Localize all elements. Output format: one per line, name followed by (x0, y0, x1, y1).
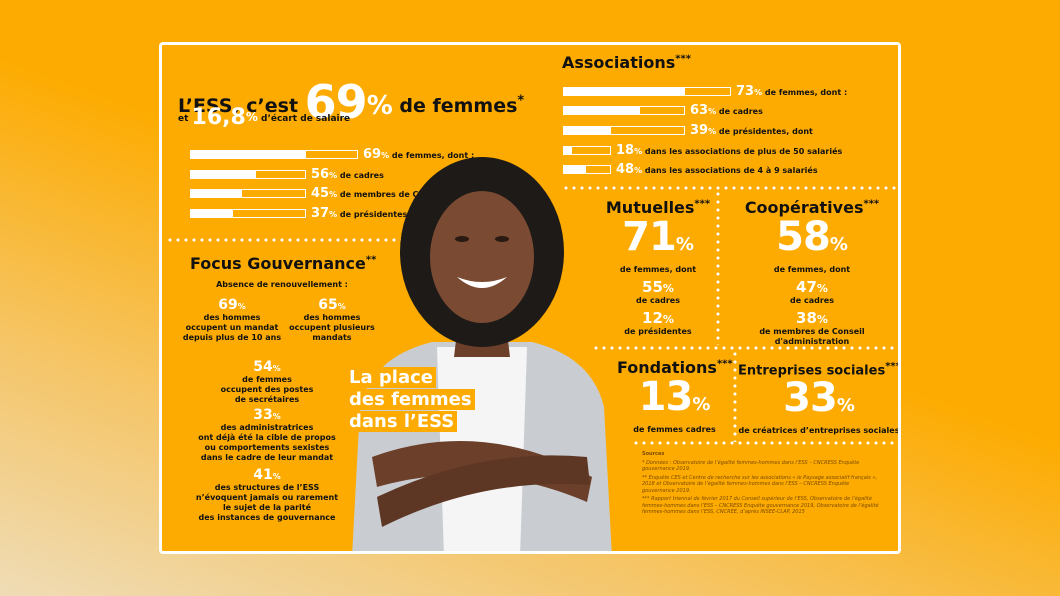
bar (190, 208, 306, 218)
dotted-divider (166, 238, 416, 242)
bar (190, 149, 358, 159)
associations-title: Associations*** (562, 53, 691, 72)
bar (563, 86, 731, 96)
bar (563, 105, 685, 115)
entreprises-section: Entreprises sociales*** 33% de créatrice… (738, 361, 901, 436)
cooperatives-section: Coopératives*** 58% de femmes, dont 47% … (744, 198, 880, 346)
bar-row: 37% de présidentes (190, 206, 407, 221)
infographic-card: L’ESS, c’est 69% de femmes* et 16,8% d’é… (159, 42, 901, 554)
gouvernance-subtitle: Absence de renouvellement : (216, 280, 348, 289)
gouvernance-stat: 65% des hommes occupent plusieurs mandat… (289, 297, 375, 342)
bar-row: 63% de cadres (563, 103, 763, 118)
gouvernance-stat: 41% des structures de l’ESS n’évoquent j… (195, 467, 339, 522)
bar (563, 145, 611, 155)
bar-row: 73% de femmes, dont : (563, 84, 847, 99)
dotted-divider (716, 190, 720, 345)
bar (563, 125, 685, 135)
salary-gap: et 16,8% d’écart de salaire (178, 105, 351, 130)
mutuelles-section: Mutuelles*** 71% de femmes, dont 55% de … (605, 198, 711, 336)
dotted-divider (733, 350, 737, 442)
bar-row: 45% de membres de CA (190, 186, 425, 201)
gouvernance-stat: 54% de femmes occupent des postes de sec… (220, 359, 314, 404)
bar (190, 169, 306, 179)
bar-row: 39% de présidentes, dont (563, 123, 813, 138)
sources-block: Sources * Données : Observatoire de l’ég… (642, 451, 879, 515)
bar (190, 188, 306, 198)
main-title: L’ESS, c’est 69% de femmes* (178, 75, 525, 129)
main-percentage: 69 (304, 75, 368, 129)
bar-row: 56% de cadres (190, 167, 384, 182)
gouvernance-title: Focus Gouvernance** (190, 254, 377, 273)
dotted-divider (562, 186, 898, 190)
bar-row: 69% de femmes, dont : (190, 147, 474, 162)
bar-row: 18% dans les associations de plus de 50 … (563, 143, 842, 158)
gouvernance-stat: 69% des hommes occupent un mandat depuis… (182, 297, 282, 342)
dotted-divider (592, 346, 898, 350)
infographic-title: La place des femmes dans l’ESS (346, 367, 475, 433)
bar (563, 164, 611, 174)
fondations-section: Fondations*** 13% de femmes cadres (617, 358, 733, 434)
gouvernance-stat: 33% des administratrices ont déjà été la… (198, 407, 336, 462)
dotted-divider (632, 441, 898, 445)
bar-row: 48% dans les associations de 4 à 9 salar… (563, 162, 818, 177)
woman-portrait-image (352, 157, 612, 551)
